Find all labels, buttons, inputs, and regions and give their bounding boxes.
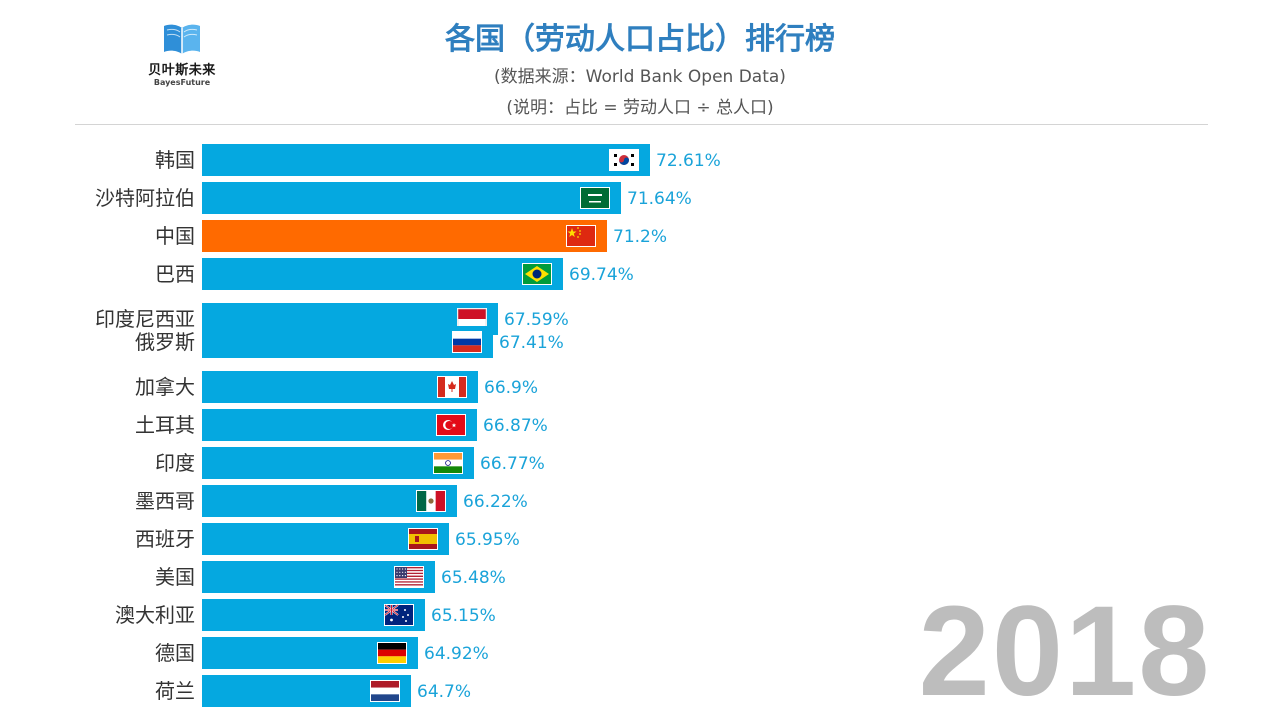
category-label: 加拿大 — [135, 375, 195, 399]
bar-row: 俄罗斯 67.41% — [135, 326, 564, 358]
flag-au-icon — [384, 604, 414, 626]
value-label: 67.41% — [499, 333, 564, 353]
bar-row: 西班牙 65.95% — [135, 523, 520, 555]
bar — [202, 144, 650, 176]
category-label: 土耳其 — [135, 413, 195, 437]
bar-row: 美国 65.48% — [155, 561, 506, 593]
bar — [202, 182, 621, 214]
flag-ru-icon — [452, 331, 482, 353]
category-label: 美国 — [155, 565, 195, 589]
bar-row: 德国 64.92% — [155, 637, 489, 669]
logo-name: 贝叶斯未来 — [148, 63, 216, 78]
chart-title: 各国（劳动人口占比）排行榜 — [445, 22, 835, 57]
category-label: 西班牙 — [135, 527, 195, 551]
value-label: 66.22% — [463, 492, 528, 512]
category-label: 荷兰 — [155, 679, 195, 703]
value-label: 65.48% — [441, 568, 506, 588]
flag-br-icon — [522, 263, 552, 285]
category-label: 墨西哥 — [135, 489, 195, 513]
category-label: 巴西 — [155, 262, 195, 286]
value-label: 64.92% — [424, 644, 489, 664]
value-label: 67.59% — [504, 310, 569, 330]
bar-row: 中国 71.2% — [155, 220, 667, 252]
book-icon — [164, 24, 200, 54]
value-label: 71.64% — [627, 189, 692, 209]
flag-nl-icon — [370, 680, 400, 702]
flag-cn-icon — [566, 225, 596, 247]
flag-sa-icon — [580, 187, 610, 209]
value-label: 69.74% — [569, 265, 634, 285]
flag-de-icon — [377, 642, 407, 664]
bar-row: 加拿大 66.9% — [135, 371, 538, 403]
bar — [202, 409, 477, 441]
bar-row: 巴西 69.74% — [155, 258, 634, 290]
value-label: 66.87% — [483, 416, 548, 436]
value-label: 66.77% — [480, 454, 545, 474]
category-label: 俄罗斯 — [135, 330, 195, 354]
bar — [202, 326, 493, 358]
bar — [202, 258, 563, 290]
flag-tr-icon — [436, 414, 466, 436]
category-label: 韩国 — [155, 148, 195, 172]
category-label: 澳大利亚 — [115, 603, 195, 627]
bar-row: 墨西哥 66.22% — [135, 485, 528, 517]
value-label: 72.61% — [656, 151, 721, 171]
bar-row: 澳大利亚 65.15% — [115, 599, 496, 631]
flag-ca-icon — [437, 376, 467, 398]
category-label: 德国 — [155, 641, 195, 665]
value-label: 71.2% — [613, 227, 667, 247]
logo: 贝叶斯未来 BayesFuture — [140, 22, 224, 92]
bar — [202, 220, 607, 252]
bar — [202, 523, 449, 555]
logo-subtitle: BayesFuture — [153, 78, 211, 87]
header-divider — [75, 124, 1208, 125]
flag-mx-icon — [416, 490, 446, 512]
bar-row: 韩国 72.61% — [155, 144, 721, 176]
value-label: 66.9% — [484, 378, 538, 398]
category-label: 印度尼西亚 — [95, 307, 195, 331]
bar-row: 土耳其 66.87% — [135, 409, 548, 441]
ratio-explanation-note: (说明：占比 = 劳动人口 ÷ 总人口) — [506, 98, 774, 118]
bar-row: 沙特阿拉伯 71.64% — [95, 182, 692, 214]
bar — [202, 371, 478, 403]
category-label: 印度 — [155, 451, 195, 475]
category-label: 中国 — [155, 224, 195, 248]
category-label: 沙特阿拉伯 — [95, 186, 195, 210]
value-label: 65.95% — [455, 530, 520, 550]
value-label: 64.7% — [417, 682, 471, 702]
data-source-note: (数据来源：World Bank Open Data) — [494, 67, 786, 87]
bar — [202, 447, 474, 479]
flag-in-icon — [433, 452, 463, 474]
bar-row: 印度 66.77% — [155, 447, 545, 479]
bar-row: 荷兰 64.7% — [155, 675, 471, 707]
flag-kr-icon — [609, 149, 639, 171]
value-label: 65.15% — [431, 606, 496, 626]
flag-es-icon — [408, 528, 438, 550]
year-label: 2018 — [918, 580, 1212, 723]
flag-us-icon — [394, 566, 424, 588]
bar — [202, 485, 457, 517]
